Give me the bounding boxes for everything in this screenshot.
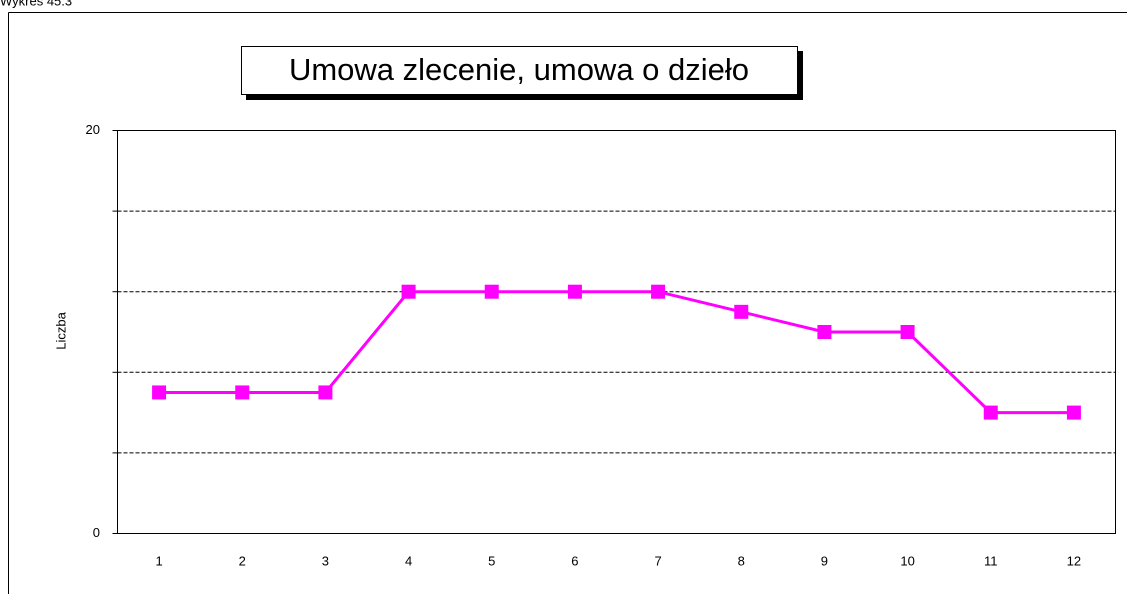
y-tick-label: 0 xyxy=(93,525,100,540)
x-tick-label: 8 xyxy=(738,553,745,568)
x-tick-label: 3 xyxy=(322,553,329,568)
x-tick-label: 2 xyxy=(239,553,246,568)
marker xyxy=(900,325,915,339)
title-box xyxy=(241,46,798,95)
marker xyxy=(817,325,832,339)
x-tick-label: 10 xyxy=(900,553,914,568)
x-tick-label: 11 xyxy=(984,553,998,568)
marker xyxy=(318,385,333,400)
marker xyxy=(152,385,167,400)
x-tick-label: 7 xyxy=(654,553,661,568)
x-tick-label: 6 xyxy=(571,553,578,568)
x-tick-label: 1 xyxy=(155,553,162,568)
marker xyxy=(484,284,499,299)
marker xyxy=(567,284,582,299)
marker xyxy=(734,304,749,319)
line xyxy=(159,290,1074,415)
x-tick-label: 5 xyxy=(488,553,495,568)
marker xyxy=(235,385,250,400)
y-tick-label: 20 xyxy=(86,122,100,137)
x-tick-label: 4 xyxy=(405,553,412,568)
plot-area xyxy=(117,130,1116,534)
chart-title: Umowa zlecenie, umowa o dzieło xyxy=(289,52,749,87)
marker xyxy=(401,284,416,299)
x-tick-label: 12 xyxy=(1067,553,1081,568)
caption: Wykres 45.3 xyxy=(0,0,72,8)
marker xyxy=(651,284,666,299)
marker xyxy=(1066,405,1081,420)
y-axis-label: Liczba xyxy=(53,311,68,349)
marker xyxy=(983,405,998,420)
x-tick-label: 9 xyxy=(821,553,828,568)
